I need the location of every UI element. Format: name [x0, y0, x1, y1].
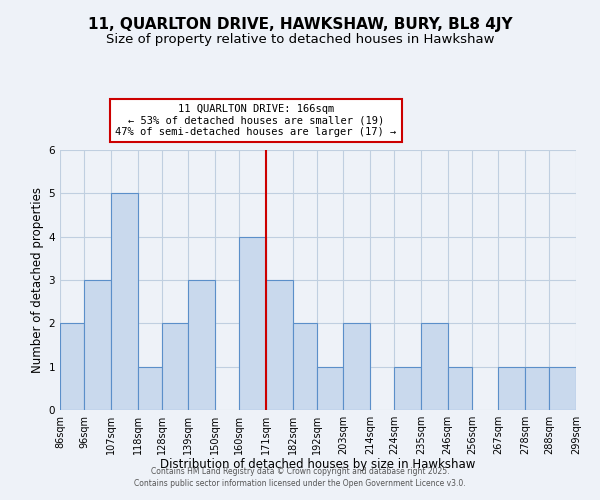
- Bar: [525, 366, 550, 410]
- Bar: [421, 324, 448, 410]
- Bar: [550, 366, 576, 410]
- Text: Contains HM Land Registry data © Crown copyright and database right 2025.
Contai: Contains HM Land Registry data © Crown c…: [134, 466, 466, 487]
- Bar: [84, 280, 111, 410]
- Text: 11, QUARLTON DRIVE, HAWKSHAW, BURY, BL8 4JY: 11, QUARLTON DRIVE, HAWKSHAW, BURY, BL8 …: [88, 18, 512, 32]
- X-axis label: Distribution of detached houses by size in Hawkshaw: Distribution of detached houses by size …: [160, 458, 476, 471]
- Bar: [448, 366, 472, 410]
- Bar: [499, 366, 525, 410]
- Bar: [343, 324, 370, 410]
- Bar: [394, 366, 421, 410]
- Bar: [111, 194, 137, 410]
- Bar: [137, 366, 162, 410]
- Bar: [293, 324, 317, 410]
- Bar: [317, 366, 343, 410]
- Text: 11 QUARLTON DRIVE: 166sqm
← 53% of detached houses are smaller (19)
47% of semi-: 11 QUARLTON DRIVE: 166sqm ← 53% of detac…: [115, 104, 397, 137]
- Bar: [239, 236, 266, 410]
- Bar: [162, 324, 188, 410]
- Text: Size of property relative to detached houses in Hawkshaw: Size of property relative to detached ho…: [106, 32, 494, 46]
- Bar: [266, 280, 293, 410]
- Bar: [188, 280, 215, 410]
- Bar: [60, 324, 84, 410]
- Y-axis label: Number of detached properties: Number of detached properties: [31, 187, 44, 373]
